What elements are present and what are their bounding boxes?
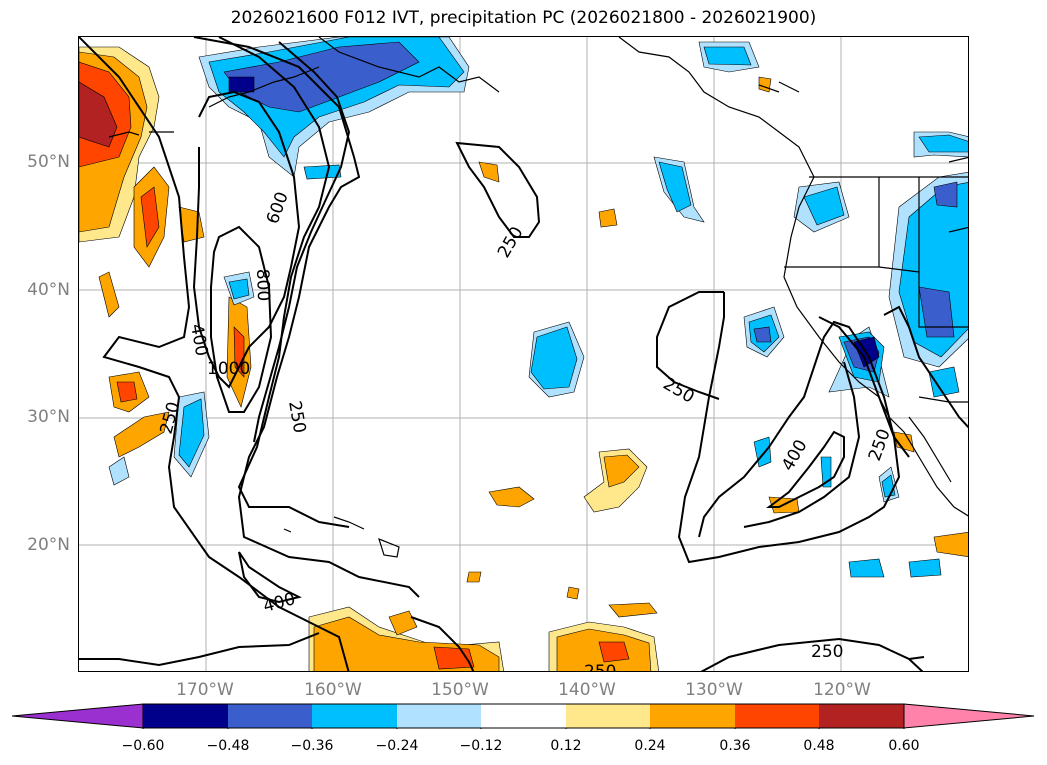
colorbar-bin-6 bbox=[566, 704, 650, 728]
contour-label-1000: 1000 bbox=[207, 359, 250, 379]
colorbar-tick-10: 0.60 bbox=[888, 738, 920, 754]
contour-labels: 600 800 1000 400 250 250 400 250 250 400… bbox=[157, 189, 895, 672]
colorbar-tick-8: 0.36 bbox=[719, 738, 751, 754]
colorbar-bin-2 bbox=[228, 704, 312, 728]
lon-label-120w: 120°W bbox=[813, 680, 871, 700]
lat-label-40n: 40°N bbox=[27, 280, 70, 300]
contour-label-250c: 250 bbox=[494, 223, 528, 261]
gridlines bbox=[79, 37, 968, 671]
colorbar-bin-7 bbox=[650, 704, 735, 728]
colorbar-bin-9 bbox=[819, 704, 904, 728]
colorbar-bin-3 bbox=[312, 704, 397, 728]
map-title: 2026021600 F012 IVT, precipitation PC (2… bbox=[230, 8, 817, 28]
lat-label-20n: 20°N bbox=[27, 535, 70, 555]
lat-label-30n: 30°N bbox=[27, 407, 70, 427]
lon-label-140w: 140°W bbox=[558, 680, 616, 700]
colorbar-tick-4: −0.24 bbox=[375, 738, 419, 754]
contour-label-250b: 250 bbox=[284, 399, 309, 434]
colorbar-tick-2: −0.48 bbox=[206, 738, 250, 754]
colorbar-bin-8 bbox=[735, 704, 819, 728]
lon-label-150w: 150°W bbox=[431, 680, 489, 700]
colorbar bbox=[12, 703, 1035, 729]
lat-label-50n: 50°N bbox=[27, 152, 70, 172]
contour-label-250e: 250 bbox=[865, 426, 895, 463]
positive-anomaly-fills bbox=[79, 46, 968, 671]
contour-label-250g: 250 bbox=[584, 662, 616, 672]
lon-label-160w: 160°W bbox=[304, 680, 362, 700]
map-panel[interactable]: 600 800 1000 400 250 250 400 250 250 400… bbox=[78, 36, 969, 672]
colorbar-max-arrow bbox=[903, 703, 1035, 729]
contour-label-600: 600 bbox=[263, 189, 293, 226]
contour-label-400a: 400 bbox=[186, 322, 211, 357]
lon-label-130w: 130°W bbox=[685, 680, 743, 700]
colorbar-tick-1: −0.60 bbox=[121, 738, 165, 754]
lon-label-170w: 170°W bbox=[176, 680, 234, 700]
negative-anomaly-fills bbox=[108, 37, 968, 578]
contour-label-800: 800 bbox=[252, 268, 273, 301]
contour-label-250f: 250 bbox=[811, 642, 843, 662]
colorbar-tick-7: 0.24 bbox=[634, 738, 666, 754]
coastlines bbox=[108, 37, 968, 558]
colorbar-tick-5: −0.12 bbox=[459, 738, 503, 754]
ivt-contours bbox=[79, 37, 968, 671]
map-canvas: 600 800 1000 400 250 250 400 250 250 400… bbox=[79, 37, 968, 672]
colorbar-bin-1 bbox=[143, 704, 228, 728]
contour-label-250d: 250 bbox=[660, 374, 698, 408]
colorbar-bin-5 bbox=[481, 704, 566, 728]
colorbar-tick-6: 0.12 bbox=[550, 738, 582, 754]
colorbar-tick-3: −0.36 bbox=[290, 738, 334, 754]
colorbar-bin-4 bbox=[397, 704, 481, 728]
colorbar-min-arrow bbox=[12, 703, 144, 729]
colorbar-tick-9: 0.48 bbox=[803, 738, 835, 754]
